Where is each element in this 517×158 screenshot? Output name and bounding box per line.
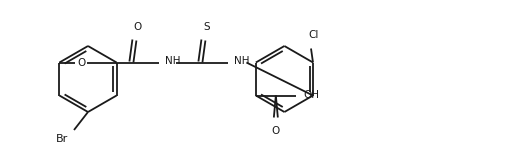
Text: NH: NH: [165, 57, 181, 67]
Text: O: O: [78, 58, 85, 67]
Text: O: O: [272, 127, 280, 137]
Text: S: S: [203, 21, 210, 31]
Text: NH: NH: [234, 57, 250, 67]
Text: OH: OH: [304, 91, 320, 100]
Text: Br: Br: [56, 134, 68, 144]
Text: Cl: Cl: [309, 30, 319, 40]
Text: O: O: [133, 21, 142, 31]
